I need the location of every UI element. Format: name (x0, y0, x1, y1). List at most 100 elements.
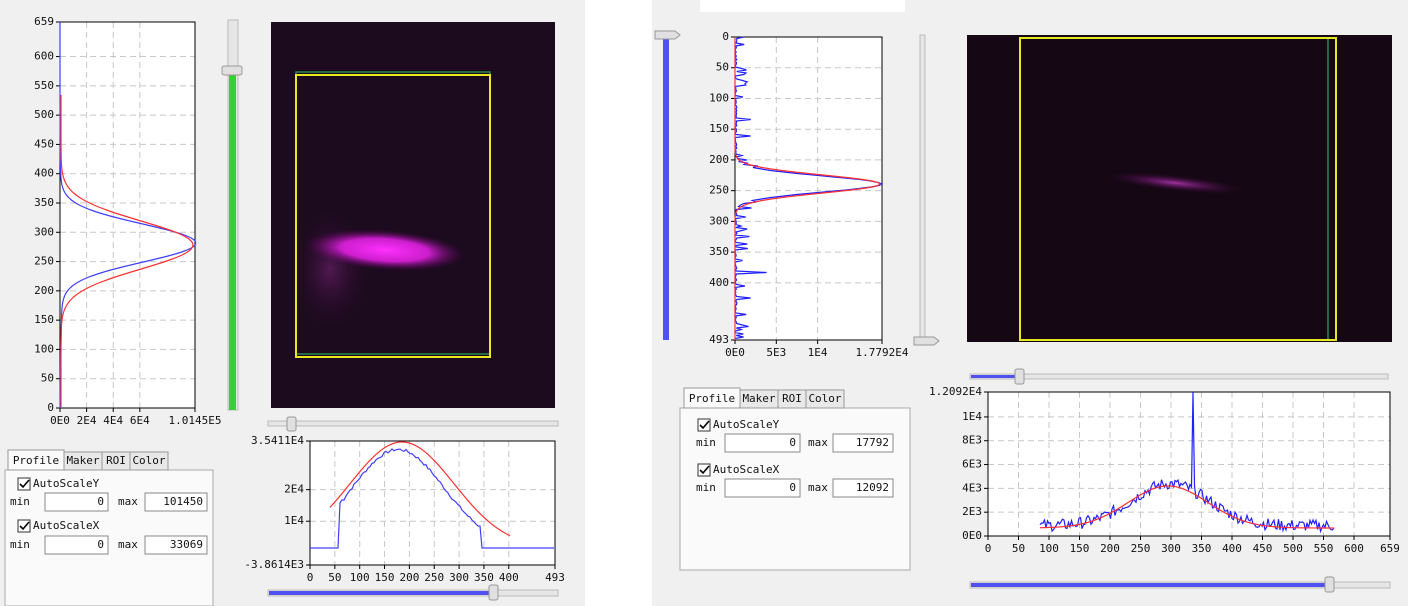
roi-yellow[interactable] (295, 74, 491, 358)
x-tick-label: 1E4 (808, 346, 828, 359)
min-input[interactable] (724, 433, 801, 453)
y-tick-label: 350 (34, 196, 54, 209)
y-tick-label: 200 (34, 284, 54, 297)
max-input[interactable] (832, 478, 894, 498)
x-tick-label: 250 (424, 571, 444, 584)
tab-label[interactable]: ROI (106, 454, 126, 467)
h-slider-bottom-fill (269, 591, 491, 595)
max-input[interactable] (144, 492, 208, 512)
min-label: min (10, 495, 30, 508)
x-tick-label: 600 (1344, 542, 1364, 555)
h-slider[interactable] (267, 420, 559, 427)
h-slider-thumb[interactable] (1014, 368, 1025, 385)
v-slider-thumb[interactable] (654, 30, 681, 40)
y-tick-label: 500 (34, 108, 54, 121)
tab-label[interactable]: Profile (689, 392, 735, 405)
y-tick-label: 2E3 (962, 505, 982, 518)
v-slider-thumb[interactable] (221, 65, 243, 76)
v-slider-2-thumb[interactable] (913, 336, 940, 346)
beam-spot (305, 229, 465, 271)
tab-label[interactable]: Maker (66, 454, 99, 467)
min-input[interactable] (44, 535, 109, 555)
x-tick-label: 1.0145E5 (169, 414, 222, 427)
tab[interactable] (805, 389, 845, 409)
max-label: max (118, 538, 138, 551)
x-tick-label: 0 (985, 542, 992, 555)
min-input[interactable] (724, 478, 801, 498)
y-tick-label: 1E4 (284, 514, 304, 527)
x-tick-label: 350 (474, 571, 494, 584)
x-tick-label: 200 (399, 571, 419, 584)
plot-frame (987, 391, 1391, 537)
x-tick-label: 200 (1100, 542, 1120, 555)
y-tick-label: 250 (34, 255, 54, 268)
min-input[interactable] (44, 492, 109, 512)
y-tick-label: 250 (709, 184, 729, 197)
checkbox[interactable] (17, 477, 31, 491)
h-slider-bottom-thumb[interactable] (1324, 576, 1335, 593)
x-tick-label: 500 (1283, 542, 1303, 555)
profile-fit (734, 37, 881, 340)
v-slider-2[interactable] (919, 34, 926, 341)
max-value[interactable]: 17792 (856, 436, 889, 449)
profile-fit (329, 441, 511, 537)
checkmark (699, 420, 710, 430)
v-slider[interactable] (663, 35, 669, 340)
y-tick-label: 200 (709, 153, 729, 166)
tab-label[interactable]: Profile (13, 454, 59, 467)
min-value[interactable]: 0 (97, 538, 104, 551)
tab-label[interactable]: ROI (782, 392, 802, 405)
x-tick-label: 1.7792E4 (856, 346, 909, 359)
x-tick-label: 150 (1070, 542, 1090, 555)
max-input[interactable] (832, 433, 894, 453)
min-label: min (10, 538, 30, 551)
y-tick-label: 350 (709, 245, 729, 258)
y-tick-label: 450 (34, 137, 54, 150)
x-tick-label: 0 (307, 571, 314, 584)
x-tick-label: 450 (1253, 542, 1273, 555)
tab-label[interactable]: Maker (742, 392, 775, 405)
h-slider-thumb[interactable] (286, 416, 297, 432)
min-label: min (696, 436, 716, 449)
y-tick-label: 400 (709, 276, 729, 289)
checkbox[interactable] (697, 418, 711, 432)
y-tick-label: 100 (709, 91, 729, 104)
x-tick-label: 5E3 (766, 346, 786, 359)
checkbox-label[interactable]: AutoScaleY (713, 418, 780, 431)
plot-frame (734, 36, 883, 341)
plot-frame (309, 440, 556, 566)
profile-fit (1039, 485, 1335, 529)
min-value[interactable]: 0 (789, 436, 796, 449)
y-tick-label: 6E3 (962, 458, 982, 471)
max-input[interactable] (144, 535, 208, 555)
max-label: max (808, 436, 828, 449)
h-slider-bottom-thumb[interactable] (488, 584, 499, 601)
h-slider[interactable] (969, 373, 1389, 380)
checkbox-label[interactable]: AutoScaleX (713, 463, 780, 476)
checkbox[interactable] (17, 519, 31, 533)
checkbox[interactable] (697, 463, 711, 477)
roi-yellow[interactable] (1019, 37, 1337, 341)
checkbox-label[interactable]: AutoScaleY (33, 477, 100, 490)
y-tick-label: 400 (34, 167, 54, 180)
checkbox-label[interactable]: AutoScaleX (33, 519, 100, 532)
tab-label[interactable]: Color (132, 454, 165, 467)
x-tick-label: 400 (499, 571, 519, 584)
max-value[interactable]: 33069 (170, 538, 203, 551)
max-value[interactable]: 101450 (163, 495, 203, 508)
y-tick-label: 493 (709, 333, 729, 346)
v-slider-fill (229, 75, 236, 410)
max-value[interactable]: 12092 (856, 481, 889, 494)
min-value[interactable]: 0 (789, 481, 796, 494)
tab[interactable] (129, 451, 169, 471)
max-label: max (118, 495, 138, 508)
y-tick-label: 1.2092E4 (929, 385, 982, 398)
x-tick-label: 400 (1222, 542, 1242, 555)
plot-frame (59, 21, 196, 409)
x-tick-label: 0E0 (725, 346, 745, 359)
x-tick-label: 659 (1380, 542, 1400, 555)
min-value[interactable]: 0 (97, 495, 104, 508)
x-tick-label: 100 (350, 571, 370, 584)
tab-label[interactable]: Color (808, 392, 841, 405)
y-tick-label: 550 (34, 79, 54, 92)
